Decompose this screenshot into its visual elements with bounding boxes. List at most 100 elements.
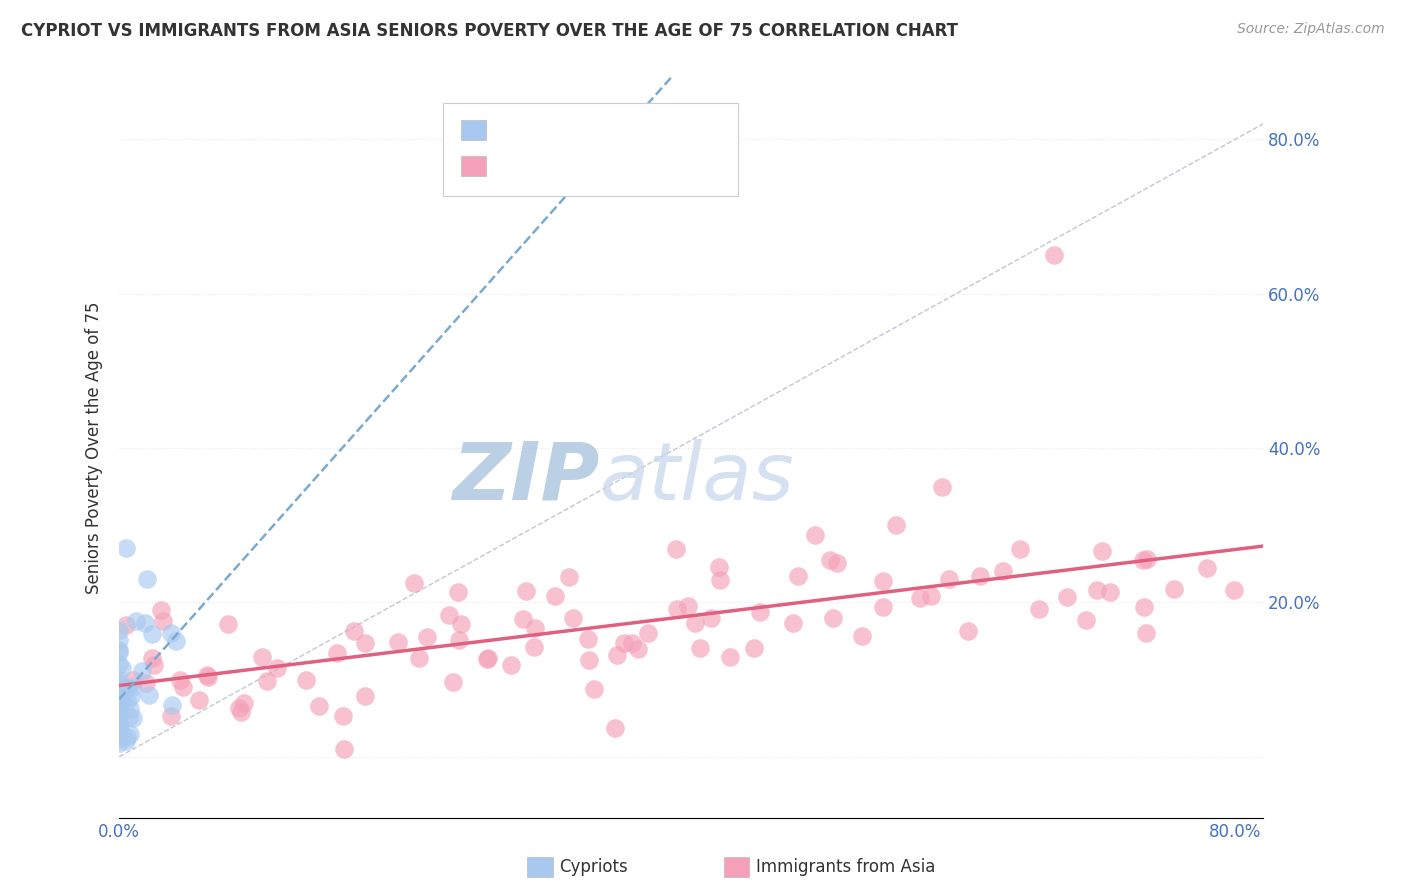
Point xyxy=(141,651,163,665)
Point xyxy=(603,721,626,735)
Point xyxy=(957,624,980,639)
Point xyxy=(120,702,142,716)
Point xyxy=(709,560,731,574)
Text: atlas: atlas xyxy=(600,439,794,516)
Point xyxy=(920,589,942,603)
Point xyxy=(515,583,537,598)
Point xyxy=(108,728,131,742)
Point xyxy=(118,727,141,741)
Point xyxy=(1010,542,1032,557)
Point xyxy=(160,709,183,723)
Point xyxy=(931,479,953,493)
Point xyxy=(115,681,138,695)
Point xyxy=(108,694,131,708)
Point xyxy=(108,714,131,729)
Point xyxy=(544,589,567,603)
Point xyxy=(683,616,706,631)
Point xyxy=(135,676,157,690)
Point xyxy=(120,689,142,703)
Point xyxy=(910,591,932,605)
Point xyxy=(991,565,1014,579)
Point xyxy=(152,615,174,629)
Point xyxy=(782,616,804,631)
Point xyxy=(803,527,825,541)
Point xyxy=(441,675,464,690)
Point xyxy=(524,621,547,635)
Point xyxy=(108,718,131,732)
Point xyxy=(613,636,636,650)
Point xyxy=(108,700,131,714)
Point xyxy=(122,680,145,694)
Point xyxy=(141,626,163,640)
Point xyxy=(332,709,354,723)
Text: ZIP: ZIP xyxy=(453,439,600,516)
Point xyxy=(108,721,131,735)
Point xyxy=(112,681,135,696)
Point xyxy=(621,636,644,650)
Point xyxy=(1091,544,1114,558)
Point xyxy=(1133,599,1156,614)
Point xyxy=(108,673,131,688)
Point xyxy=(477,652,499,666)
Point xyxy=(142,657,165,672)
Point xyxy=(108,723,131,737)
Point xyxy=(136,572,159,586)
Text: 53: 53 xyxy=(623,120,648,138)
Point xyxy=(108,680,131,694)
Point xyxy=(689,641,711,656)
Point xyxy=(150,603,173,617)
Point xyxy=(477,650,499,665)
Point xyxy=(969,569,991,583)
Point xyxy=(825,556,848,570)
Point xyxy=(1163,582,1185,596)
Point xyxy=(353,636,375,650)
Point xyxy=(1135,625,1157,640)
Point xyxy=(108,633,131,648)
Point xyxy=(108,731,131,746)
Text: N =: N = xyxy=(588,120,624,138)
Point xyxy=(115,541,138,556)
Text: CYPRIOT VS IMMIGRANTS FROM ASIA SENIORS POVERTY OVER THE AGE OF 75 CORRELATION C: CYPRIOT VS IMMIGRANTS FROM ASIA SENIORS … xyxy=(21,22,957,40)
Point xyxy=(115,618,138,632)
Point xyxy=(501,657,523,672)
Point xyxy=(160,626,183,640)
Point xyxy=(408,651,430,665)
Point xyxy=(108,706,131,720)
Point xyxy=(308,699,330,714)
Point xyxy=(172,680,194,694)
Point xyxy=(606,648,628,662)
Point xyxy=(354,689,377,703)
Point xyxy=(125,615,148,629)
Text: N =: N = xyxy=(588,156,624,174)
Point xyxy=(108,736,131,750)
Point xyxy=(786,569,808,583)
Point xyxy=(197,670,219,684)
Point xyxy=(1132,553,1154,567)
Point xyxy=(108,721,131,735)
Point xyxy=(108,645,131,659)
Point xyxy=(115,730,138,744)
Point xyxy=(447,585,470,599)
Point xyxy=(108,692,131,706)
Point xyxy=(108,681,131,696)
Point xyxy=(108,683,131,698)
Point xyxy=(108,714,131,729)
Point xyxy=(250,650,273,665)
Point xyxy=(108,698,131,713)
Point xyxy=(108,706,131,720)
Point xyxy=(333,742,356,756)
Point xyxy=(326,646,349,660)
Text: Immigrants from Asia: Immigrants from Asia xyxy=(756,858,936,876)
Point xyxy=(700,610,723,624)
Point xyxy=(1056,591,1078,605)
Point xyxy=(884,518,907,533)
Text: 0.343: 0.343 xyxy=(527,156,583,174)
Point xyxy=(117,694,139,708)
Text: R =: R = xyxy=(492,156,529,174)
Point xyxy=(1085,583,1108,598)
Point xyxy=(231,705,253,719)
Text: Cypriots: Cypriots xyxy=(560,858,628,876)
Point xyxy=(512,612,534,626)
Point xyxy=(523,640,546,655)
Point xyxy=(131,664,153,678)
